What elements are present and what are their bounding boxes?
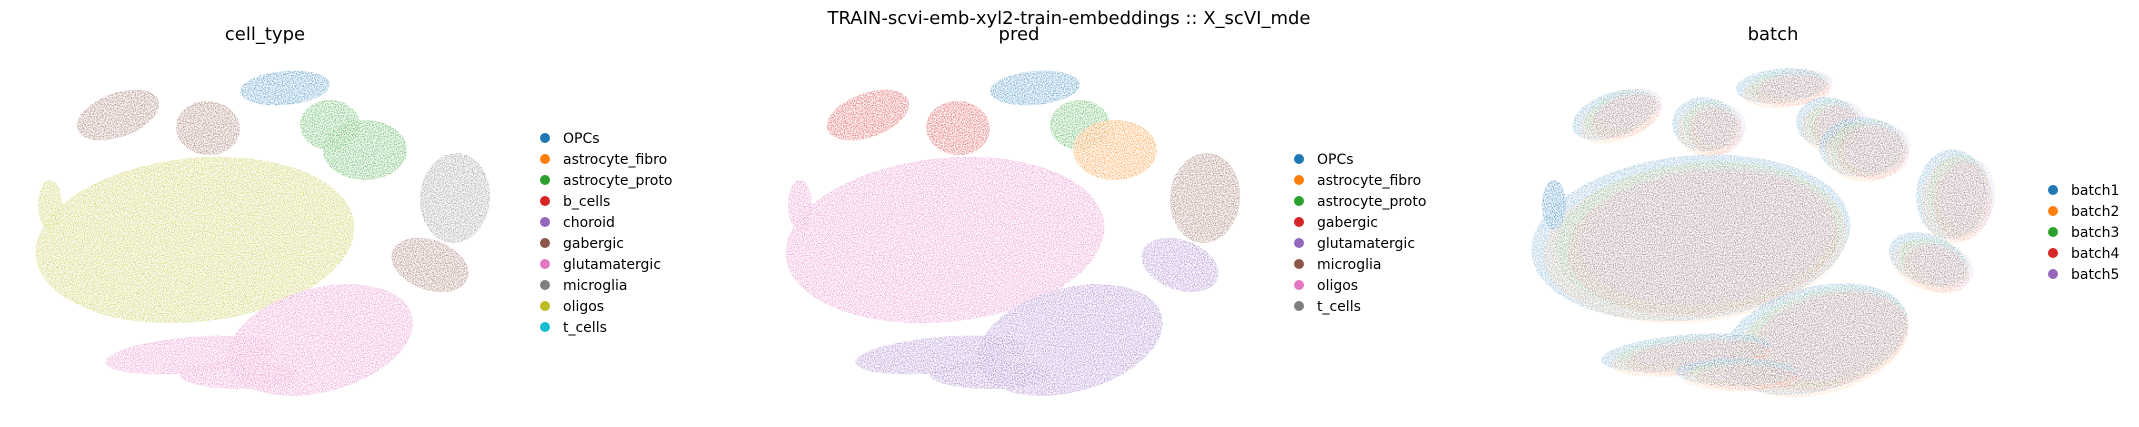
cluster-ulA-batch5 xyxy=(1595,88,1662,131)
cluster-rmid-batch5 xyxy=(1939,157,1996,234)
legend-label-astrocyte_proto: astrocyte_proto xyxy=(1317,194,1426,210)
cluster-top-OPCs xyxy=(990,70,1080,106)
legend-label-batch5: batch5 xyxy=(2071,267,2119,283)
panel-title: batch xyxy=(1748,24,1799,45)
legend-marker-microglia xyxy=(1294,259,1304,269)
cluster-ulA-gabergic xyxy=(826,89,910,141)
cluster-rlow-gabergic xyxy=(391,237,469,293)
panel-batch: batch batch1 batch2 batch3 batch4 batch5 xyxy=(1531,24,2120,398)
cluster-big-batch5 xyxy=(1579,166,1835,306)
legend: batch1 batch2 batch3 batch4 batch5 xyxy=(2048,183,2120,283)
cluster-rlow-glutamatergic xyxy=(1141,237,1219,293)
cluster-rmid-microglia xyxy=(1169,153,1241,243)
cluster-rupB-batch5 xyxy=(1843,121,1911,173)
cluster-rupB-astrocyte_fibro xyxy=(1073,120,1157,180)
cluster-leftE-oligos xyxy=(38,180,62,230)
legend-marker-t_cells xyxy=(540,322,550,332)
legend-marker-OPCs xyxy=(1294,154,1304,164)
legend-label-batch3: batch3 xyxy=(2071,225,2119,241)
legend-marker-astrocyte_proto xyxy=(540,175,550,185)
cluster-leftE-oligos xyxy=(788,180,812,230)
legend-marker-gabergic xyxy=(540,238,550,248)
legend-marker-glutamatergic xyxy=(1294,238,1304,248)
legend-marker-astrocyte_proto xyxy=(1294,196,1304,206)
legend-marker-batch1 xyxy=(2048,185,2058,195)
legend-label-gabergic: gabergic xyxy=(1317,215,1378,231)
legend: OPCs astrocyte_fibro astrocyte_proto b_cell… xyxy=(540,131,672,336)
legend-label-gabergic: gabergic xyxy=(563,236,624,252)
cluster-big-oligos xyxy=(785,156,1105,324)
legend-label-astrocyte_fibro: astrocyte_fibro xyxy=(563,152,667,168)
cluster-rmid-microglia xyxy=(419,153,491,243)
cluster-ulB-batch5 xyxy=(1694,103,1746,149)
cluster-rupB-astrocyte_proto xyxy=(323,120,407,180)
legend-label-astrocyte_proto: astrocyte_proto xyxy=(563,173,672,189)
cluster-top-OPCs xyxy=(240,70,330,106)
legend-marker-astrocyte_fibro xyxy=(540,154,550,164)
legend-marker-glutamatergic xyxy=(540,259,550,269)
legend-marker-microglia xyxy=(540,280,550,290)
legend-marker-t_cells xyxy=(1294,301,1304,311)
legend-label-OPCs: OPCs xyxy=(563,131,600,147)
embedding-scatter xyxy=(35,70,491,396)
legend-label-glutamatergic: glutamatergic xyxy=(563,257,661,273)
cluster-ulB-gabergic xyxy=(926,100,990,156)
legend-marker-batch2 xyxy=(2048,206,2058,216)
cluster-ulB-gabergic xyxy=(176,100,240,156)
cluster-rlow-batch5 xyxy=(1911,242,1974,288)
legend-label-astrocyte_fibro: astrocyte_fibro xyxy=(1317,173,1421,189)
embedding-scatter xyxy=(1531,68,1996,398)
panel-cell-type: cell_type OPCs astrocyte_fibro astrocyte_p… xyxy=(35,24,672,396)
legend-label-OPCs: OPCs xyxy=(1317,152,1354,168)
legend-label-oligos: oligos xyxy=(1317,278,1358,294)
legend-label-t_cells: t_cells xyxy=(563,320,607,336)
cluster-ulA-gabergic xyxy=(76,89,160,141)
legend-marker-batch4 xyxy=(2048,248,2058,258)
legend-marker-astrocyte_fibro xyxy=(1294,175,1304,185)
embedding-scatter xyxy=(785,70,1241,396)
legend-marker-b_cells xyxy=(540,196,550,206)
legend-label-glutamatergic: glutamatergic xyxy=(1317,236,1415,252)
legend-label-t_cells: t_cells xyxy=(1317,299,1361,315)
legend-label-choroid: choroid xyxy=(563,215,615,231)
cluster-big-oligos xyxy=(35,156,355,324)
panel-title: pred xyxy=(999,24,1040,45)
legend-marker-choroid xyxy=(540,217,550,227)
legend-label-microglia: microglia xyxy=(563,278,627,294)
cluster-bot-batch5 xyxy=(1756,288,1906,382)
cluster-botB-glutamatergic xyxy=(930,361,1050,389)
legend-marker-batch3 xyxy=(2048,227,2058,237)
cluster-leftE-batch1 xyxy=(1542,180,1566,230)
legend: OPCs astrocyte_fibro astrocyte_protogaberg… xyxy=(1294,152,1426,315)
legend-marker-oligos xyxy=(540,301,550,311)
cluster-top-batch5 xyxy=(1760,69,1833,99)
legend-label-batch1: batch1 xyxy=(2071,183,2119,199)
legend-label-b_cells: b_cells xyxy=(563,194,610,210)
legend-marker-gabergic xyxy=(1294,217,1304,227)
panel-title: cell_type xyxy=(225,24,305,45)
panel-pred: pred OPCs astrocyte_fibro astrocyte_protog… xyxy=(785,24,1426,396)
legend-label-batch2: batch2 xyxy=(2071,204,2119,220)
legend-marker-batch5 xyxy=(2048,269,2058,279)
cluster-botB-batch5 xyxy=(1704,360,1800,384)
legend-marker-oligos xyxy=(1294,280,1304,290)
legend-label-oligos: oligos xyxy=(563,299,604,315)
figure-title: TRAIN-scvi-emb-xyl2-train-embeddings :: … xyxy=(827,8,1311,29)
legend-label-batch4: batch4 xyxy=(2071,246,2120,262)
legend-marker-OPCs xyxy=(540,133,550,143)
legend-label-microglia: microglia xyxy=(1317,257,1381,273)
cluster-botB-glutamatergic xyxy=(180,361,300,389)
